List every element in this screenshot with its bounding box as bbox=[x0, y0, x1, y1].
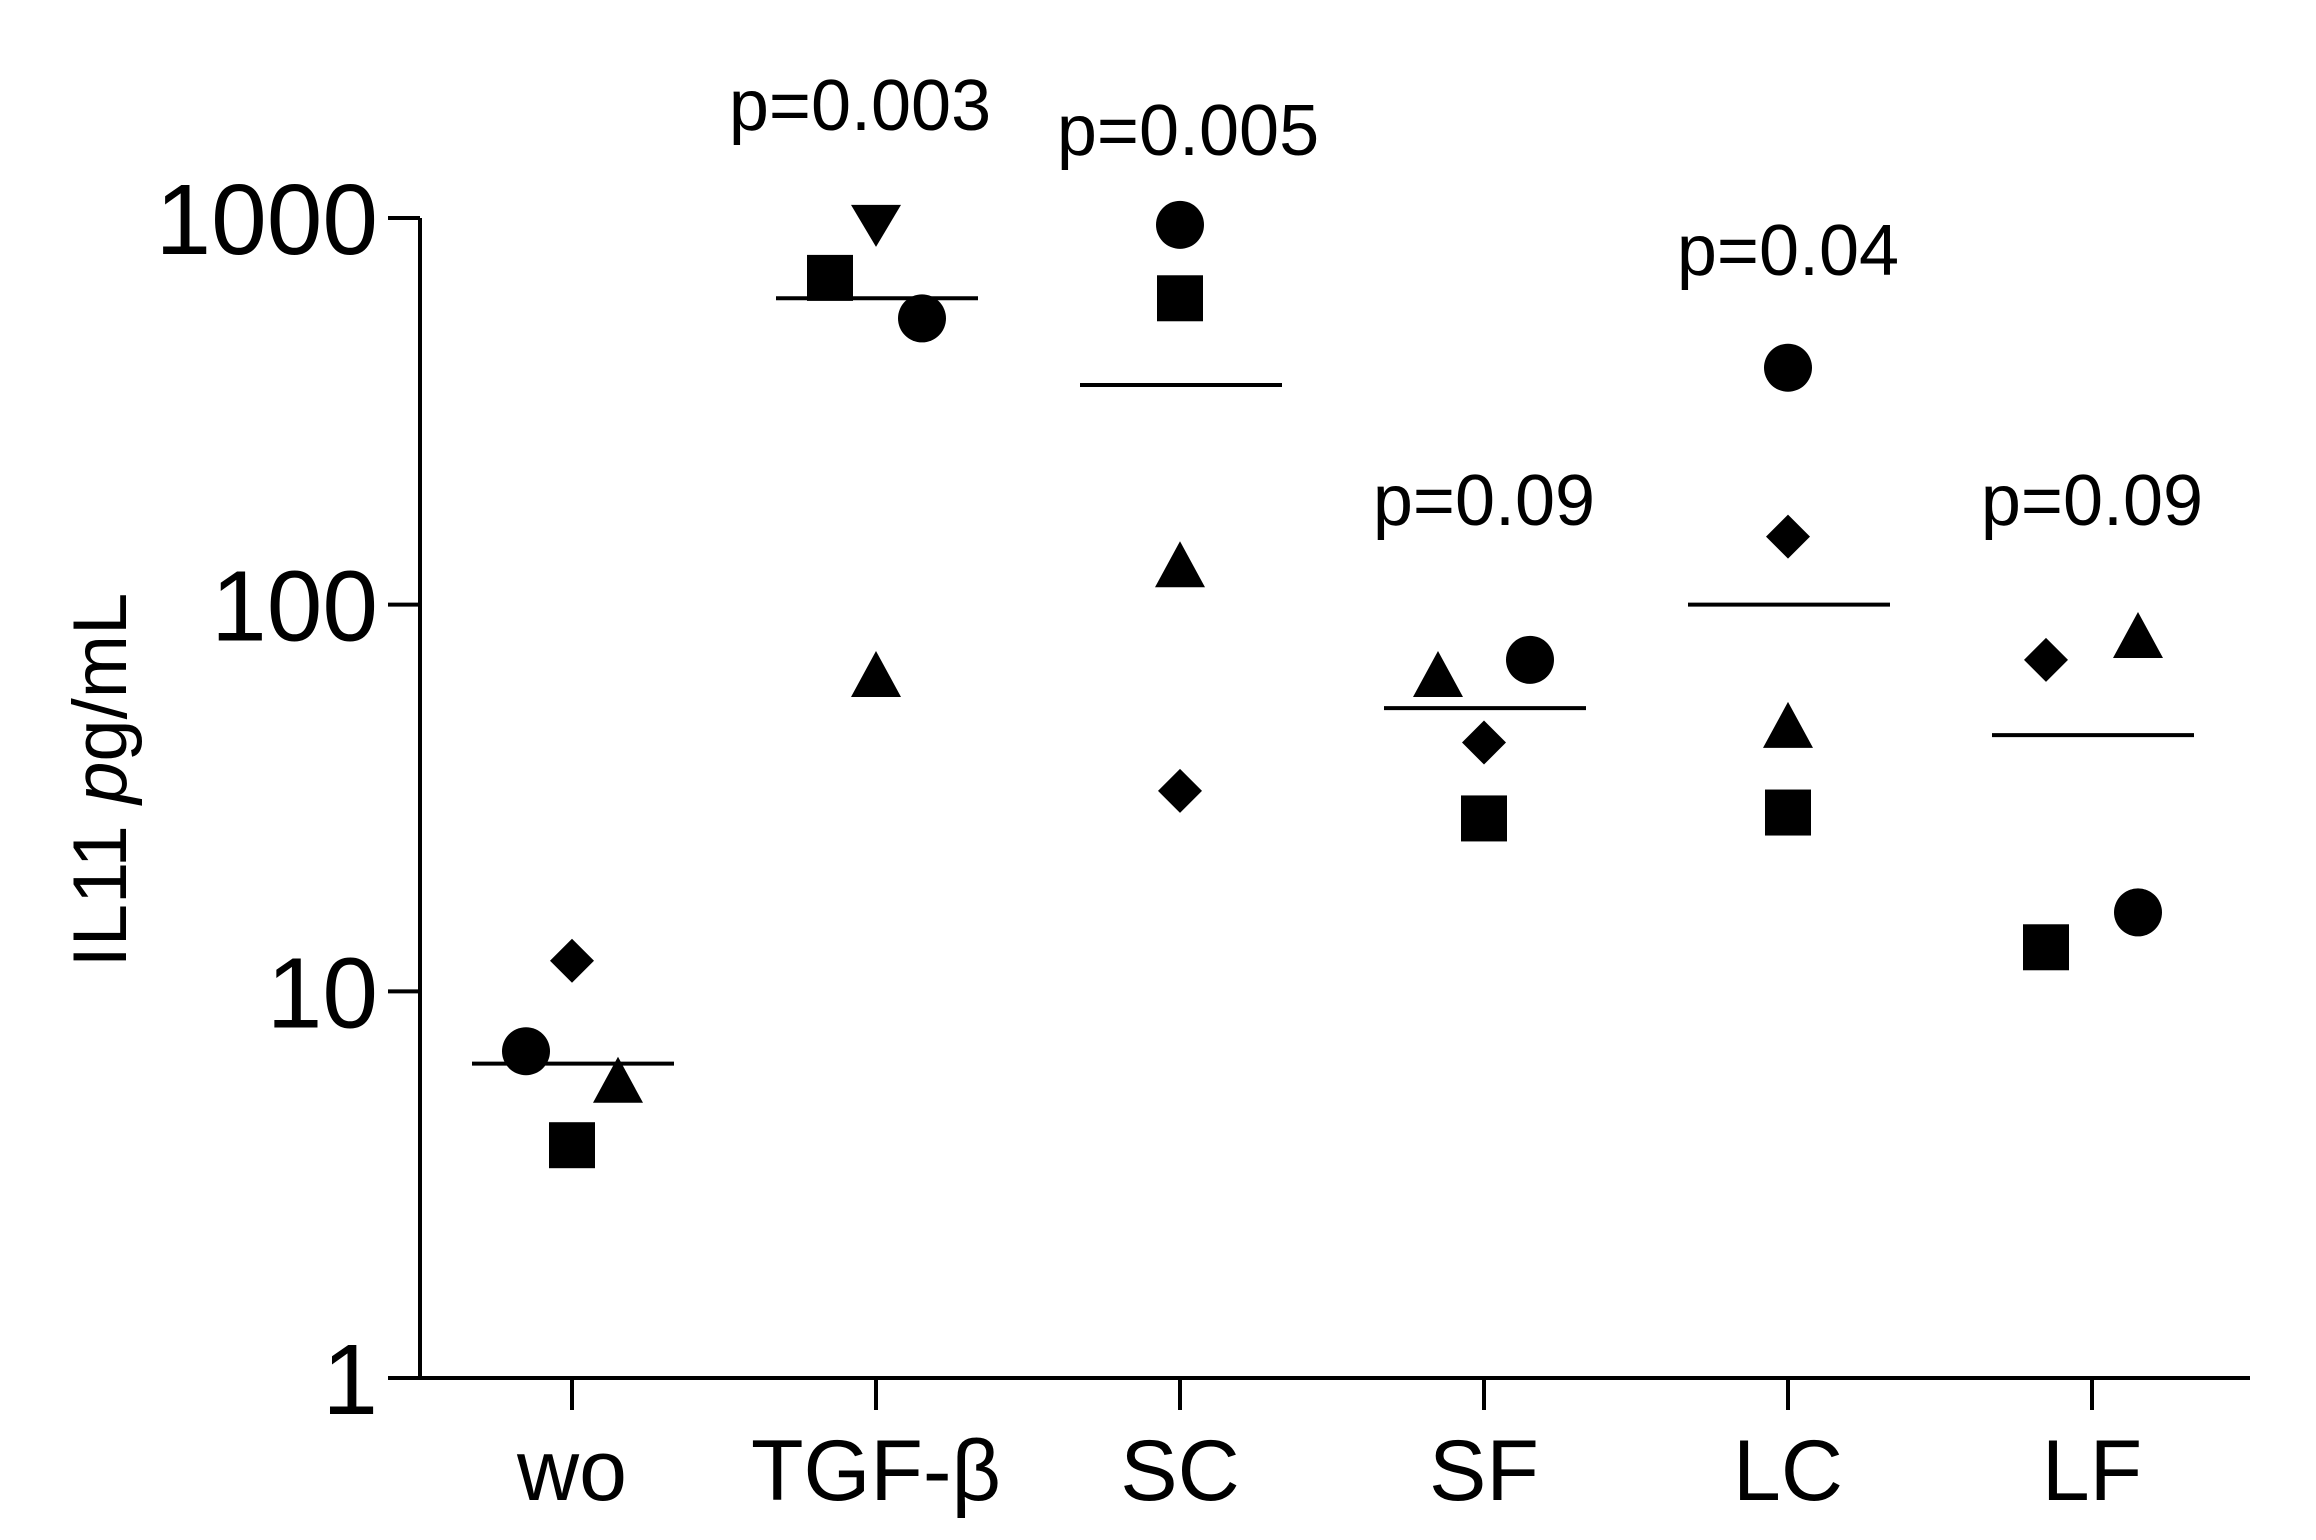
p-value-label: p=0.09 bbox=[1373, 461, 1595, 541]
data-point-square bbox=[1461, 795, 1507, 842]
data-point-circle bbox=[502, 1027, 550, 1076]
data-point-square bbox=[1765, 789, 1811, 836]
data-point-diamond bbox=[1158, 768, 1202, 813]
data-point-triangle bbox=[1155, 541, 1205, 588]
y-tick-label: 100 bbox=[211, 551, 378, 663]
x-tick-label: TGF-β bbox=[751, 1423, 1001, 1519]
y-tick-label: 1 bbox=[322, 1324, 378, 1436]
y-axis-title-prefix: IL11 bbox=[58, 804, 143, 967]
y-tick-label: 10 bbox=[267, 937, 378, 1049]
data-point-square bbox=[2023, 924, 2069, 971]
data-point-circle bbox=[1156, 200, 1204, 249]
y-tick-label: 1000 bbox=[156, 164, 378, 276]
data-point-diamond bbox=[1766, 514, 1810, 559]
p-value-label: p=0.005 bbox=[1057, 91, 1319, 171]
axes bbox=[388, 216, 2250, 1410]
data-point-triangle bbox=[1413, 651, 1463, 698]
data-marks bbox=[472, 200, 2194, 1169]
data-point-circle bbox=[1506, 635, 1554, 684]
x-tick-label: SC bbox=[1120, 1423, 1239, 1519]
data-point-circle bbox=[2114, 888, 2162, 937]
data-point-triangle bbox=[851, 651, 901, 698]
data-point-circle bbox=[898, 294, 946, 343]
x-tick-label: LF bbox=[2042, 1423, 2142, 1519]
x-tick-label: wo bbox=[516, 1423, 627, 1519]
data-point-square bbox=[807, 254, 853, 301]
p-value-label: p=0.04 bbox=[1677, 211, 1899, 291]
data-point-triangle bbox=[1763, 701, 1813, 748]
y-axis-title: IL11 pg/mL bbox=[58, 593, 143, 968]
p-value-label: p=0.09 bbox=[1981, 461, 2203, 541]
y-axis-title-italic: p bbox=[58, 762, 143, 806]
p-value-label: p=0.003 bbox=[729, 66, 991, 146]
data-point-triangle bbox=[593, 1056, 643, 1103]
data-point-triangle bbox=[2113, 611, 2163, 658]
data-point-square bbox=[1157, 275, 1203, 322]
data-point-diamond bbox=[2024, 637, 2068, 682]
labels: 1 10 100 1000 IL11 pg/mL wo TGF-β SC SF LC LF p=0.0… bbox=[58, 66, 2203, 1519]
data-point-circle bbox=[1764, 343, 1812, 392]
x-tick-label: LC bbox=[1733, 1423, 1843, 1519]
data-point-square bbox=[549, 1122, 595, 1169]
data-point-triangle-down bbox=[851, 204, 901, 247]
y-axis-title-suffix: g/mL bbox=[58, 593, 143, 762]
x-tick-label: SF bbox=[1429, 1423, 1539, 1519]
data-point-diamond bbox=[550, 938, 594, 983]
data-point-diamond bbox=[1462, 720, 1506, 765]
